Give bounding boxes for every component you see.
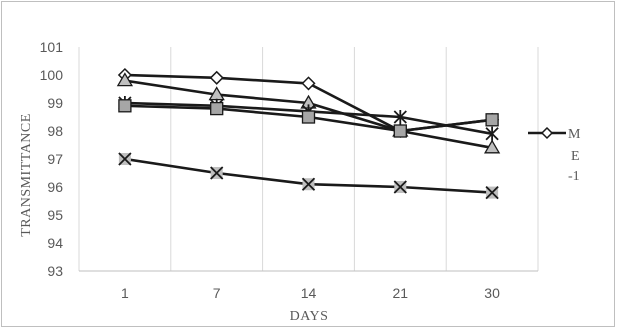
x-tick-labels: 1 7 14 21 30 bbox=[121, 285, 500, 301]
data-point-marker bbox=[485, 126, 499, 141]
data-point-marker bbox=[301, 110, 316, 124]
y-tick-label: 95 bbox=[47, 207, 63, 223]
legend-label-line-2: E bbox=[571, 149, 580, 164]
y-tick-label: 100 bbox=[40, 67, 64, 83]
x-tick-label: 1 bbox=[121, 285, 129, 301]
y-axis-title: TRANSMITTANCE bbox=[19, 113, 34, 237]
series-layer bbox=[116, 67, 501, 200]
series-4 bbox=[118, 99, 499, 138]
data-point-marker bbox=[209, 70, 224, 85]
legend-diamond-icon bbox=[540, 126, 554, 140]
x-tick-label: 30 bbox=[484, 285, 500, 301]
data-point-marker bbox=[210, 166, 224, 180]
y-tick-label: 101 bbox=[40, 39, 64, 55]
legend: M E -1 bbox=[528, 126, 581, 184]
x-tick-label: 21 bbox=[393, 285, 409, 301]
x-axis-title: DAYS bbox=[290, 309, 329, 324]
data-point-marker bbox=[118, 99, 132, 113]
data-point-marker bbox=[393, 124, 407, 138]
x-tick-label: 7 bbox=[213, 285, 221, 301]
data-point-marker bbox=[483, 139, 501, 154]
y-tick-labels: 93 94 95 96 97 98 99 100 101 bbox=[40, 39, 64, 279]
x-tick-label: 14 bbox=[301, 285, 317, 301]
data-point-marker bbox=[210, 101, 224, 116]
y-tick-label: 93 bbox=[47, 263, 63, 279]
legend-label-line-1: M bbox=[568, 127, 581, 142]
y-tick-label: 97 bbox=[47, 151, 63, 167]
y-tick-label: 99 bbox=[47, 95, 63, 111]
legend-label-line-3: -1 bbox=[568, 169, 580, 184]
data-point-marker bbox=[485, 113, 499, 127]
data-point-marker bbox=[485, 185, 499, 200]
data-point-marker bbox=[393, 180, 407, 194]
data-point-marker bbox=[301, 177, 316, 191]
y-tick-label: 94 bbox=[47, 235, 63, 251]
y-tick-label: 98 bbox=[47, 123, 63, 139]
data-point-marker bbox=[393, 110, 407, 124]
series-2 bbox=[118, 152, 499, 200]
data-point-marker bbox=[118, 152, 132, 166]
data-point-marker bbox=[301, 76, 316, 91]
grid-layer bbox=[78, 47, 539, 272]
y-tick-label: 96 bbox=[47, 179, 63, 195]
data-point-marker bbox=[116, 72, 134, 87]
